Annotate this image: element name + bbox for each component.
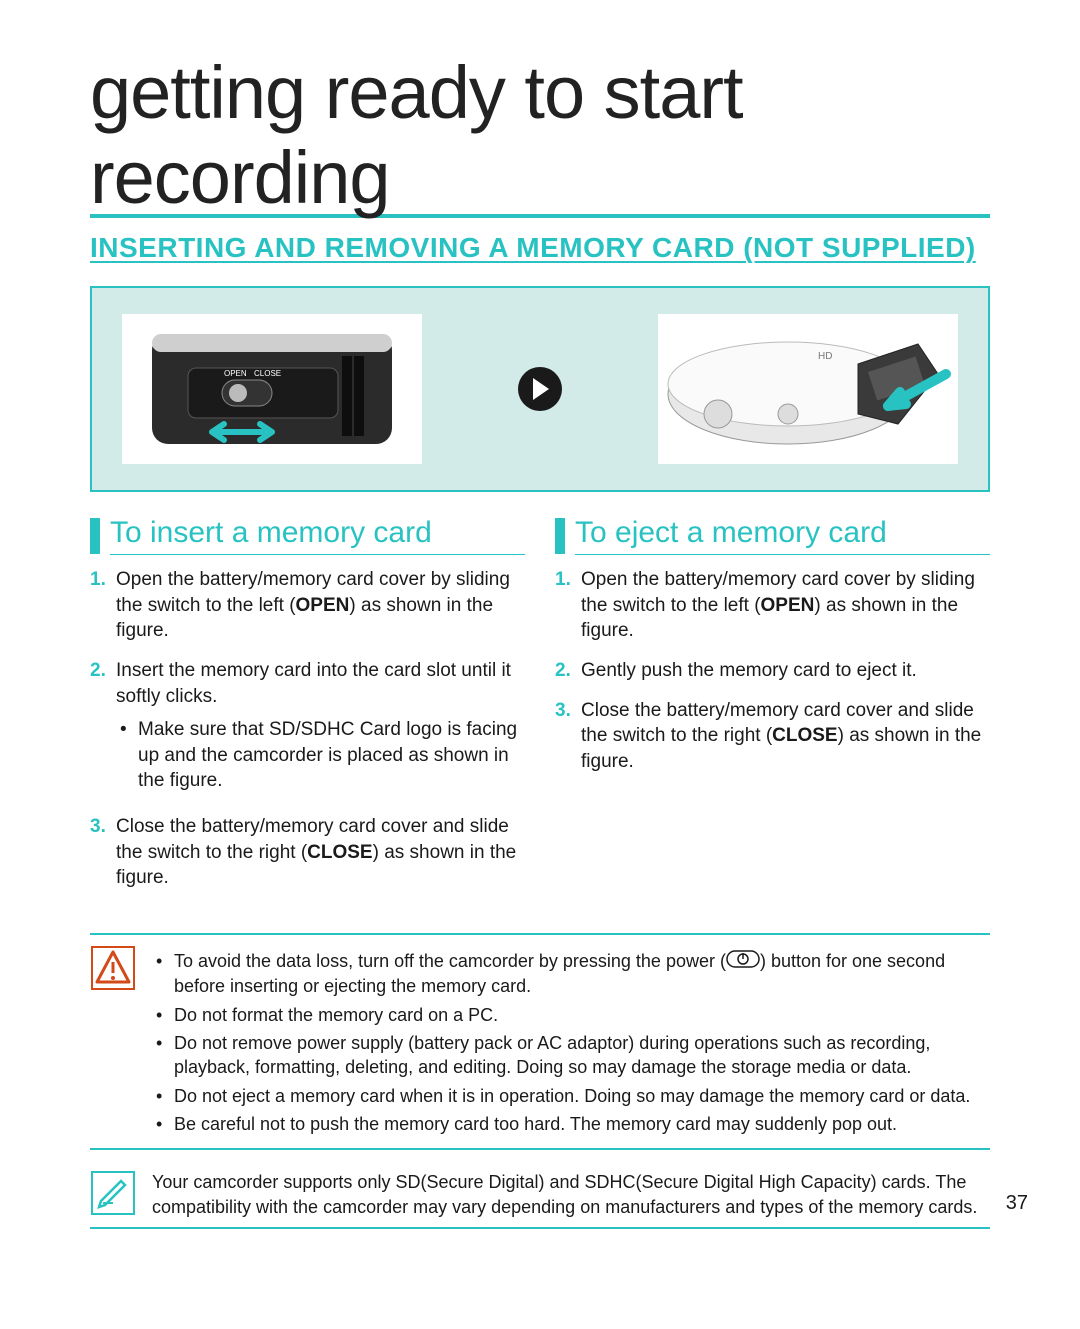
- step-number: 3.: [90, 814, 116, 891]
- instruction-columns: To insert a memory card 1.Open the batte…: [90, 516, 990, 905]
- svg-text:HD: HD: [818, 351, 832, 362]
- step-number: 2.: [90, 658, 116, 800]
- col-accent-bar: [555, 518, 565, 554]
- step-number: 1.: [555, 567, 581, 644]
- step-item: 3.Close the battery/memory card cover an…: [555, 698, 990, 775]
- eject-steps-list: 1.Open the battery/memory card cover by …: [555, 567, 990, 774]
- insert-title: To insert a memory card: [110, 516, 525, 555]
- svg-text:OPEN: OPEN: [224, 369, 247, 378]
- step-body: Open the battery/memory card cover by sl…: [116, 567, 525, 644]
- warning-item: Do not remove power supply (battery pack…: [152, 1031, 990, 1080]
- step-number: 2.: [555, 658, 581, 684]
- insert-steps-list: 1.Open the battery/memory card cover by …: [90, 567, 525, 891]
- page-display-title: getting ready to start recording: [90, 50, 990, 220]
- power-button-icon: [726, 950, 760, 974]
- warning-callout: To avoid the data loss, turn off the cam…: [90, 933, 990, 1150]
- proceed-arrow-icon: [515, 364, 565, 414]
- sub-item: Make sure that SD/SDHC Card logo is faci…: [116, 717, 525, 794]
- warning-text: To avoid the data loss, turn off the cam…: [152, 945, 990, 1140]
- col-accent-bar: [90, 518, 100, 554]
- eject-title: To eject a memory card: [575, 516, 990, 555]
- warning-icon: [90, 945, 136, 991]
- insert-column: To insert a memory card 1.Open the batte…: [90, 516, 525, 905]
- step-item: 1.Open the battery/memory card cover by …: [90, 567, 525, 644]
- step-body: Open the battery/memory card cover by sl…: [581, 567, 990, 644]
- manual-page: getting ready to start recording INSERTI…: [0, 0, 1080, 1269]
- figure-right: HD: [658, 314, 958, 464]
- callout-rule: [90, 1148, 990, 1150]
- step-body: Close the battery/memory card cover and …: [116, 814, 525, 891]
- camcorder-bottom-icon: OPEN CLOSE: [142, 324, 402, 454]
- step-number: 1.: [90, 567, 116, 644]
- eject-column: To eject a memory card 1.Open the batter…: [555, 516, 990, 905]
- step-item: 2.Insert the memory card into the card s…: [90, 658, 525, 800]
- page-number: 37: [1006, 1192, 1028, 1215]
- step-item: 2.Gently push the memory card to eject i…: [555, 658, 990, 684]
- svg-text:CLOSE: CLOSE: [254, 369, 281, 378]
- step-body: Close the battery/memory card cover and …: [581, 698, 990, 775]
- warning-item: Be careful not to push the memory card t…: [152, 1112, 990, 1136]
- step-number: 3.: [555, 698, 581, 775]
- warning-item: Do not eject a memory card when it is in…: [152, 1084, 990, 1108]
- note-callout: Your camcorder supports only SD(Secure D…: [90, 1160, 990, 1229]
- sub-list: Make sure that SD/SDHC Card logo is faci…: [116, 717, 525, 794]
- note-text: Your camcorder supports only SD(Secure D…: [152, 1170, 990, 1219]
- note-icon: [90, 1170, 136, 1216]
- warning-item: Do not format the memory card on a PC.: [152, 1003, 990, 1027]
- step-item: 1.Open the battery/memory card cover by …: [555, 567, 990, 644]
- section-title: INSERTING AND REMOVING A MEMORY CARD (NO…: [90, 232, 990, 264]
- callout-rule: [90, 1227, 990, 1229]
- step-item: 3.Close the battery/memory card cover an…: [90, 814, 525, 891]
- figure-box: OPEN CLOSE HD: [90, 286, 990, 492]
- step-body: Gently push the memory card to eject it.: [581, 658, 990, 684]
- figure-left: OPEN CLOSE: [122, 314, 422, 464]
- warning-list: To avoid the data loss, turn off the cam…: [152, 949, 990, 1136]
- step-body: Insert the memory card into the card slo…: [116, 658, 525, 800]
- warning-item: To avoid the data loss, turn off the cam…: [152, 949, 990, 999]
